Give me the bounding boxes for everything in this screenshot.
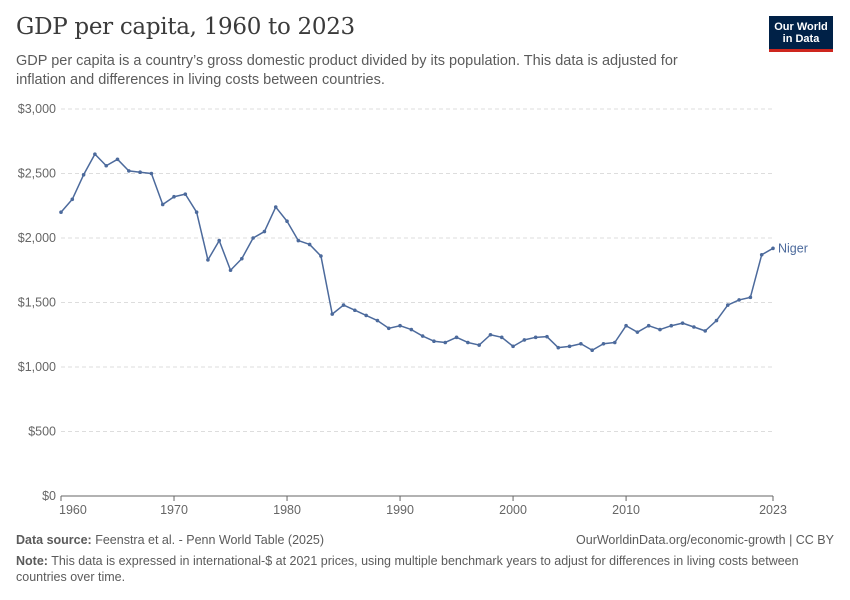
data-point[interactable] xyxy=(567,344,572,349)
data-source: Data source: Feenstra et al. - Penn Worl… xyxy=(16,533,324,547)
chart-note: Note: This data is expressed in internat… xyxy=(16,553,836,585)
y-tick-label: $1,500 xyxy=(18,296,56,310)
data-point[interactable] xyxy=(194,210,199,214)
data-point[interactable] xyxy=(635,330,640,334)
grid-layer xyxy=(61,108,773,432)
data-point[interactable] xyxy=(217,238,222,243)
data-point[interactable] xyxy=(251,236,255,240)
data-point[interactable] xyxy=(262,229,267,234)
y-tick-label: $500 xyxy=(28,425,56,439)
data-point[interactable] xyxy=(545,334,549,339)
data-source-link[interactable]: Feenstra et al. - Penn World Table (2025… xyxy=(95,533,325,547)
data-point[interactable] xyxy=(228,268,233,273)
data-point[interactable] xyxy=(499,335,504,340)
data-point[interactable] xyxy=(70,197,75,202)
data-point[interactable] xyxy=(172,194,176,199)
data-point[interactable] xyxy=(714,318,719,323)
data-point[interactable] xyxy=(771,246,775,251)
data-point[interactable] xyxy=(375,318,380,323)
data-point[interactable] xyxy=(646,323,651,328)
data-point[interactable] xyxy=(511,344,515,349)
data-point[interactable] xyxy=(115,157,120,162)
data-point[interactable] xyxy=(160,202,165,207)
data-point[interactable] xyxy=(477,343,481,347)
data-point[interactable] xyxy=(533,335,538,340)
data-point[interactable] xyxy=(669,323,674,328)
data-point[interactable] xyxy=(409,327,414,332)
data-point[interactable] xyxy=(127,169,131,173)
data-point[interactable] xyxy=(341,303,346,307)
series-label[interactable]: Niger xyxy=(778,241,808,255)
y-tick-label: $3,000 xyxy=(18,102,56,116)
note-text: This data is expressed in international-… xyxy=(16,554,799,584)
chart-title: GDP per capita, 1960 to 2023 xyxy=(16,14,355,40)
data-point[interactable] xyxy=(590,348,594,353)
data-point[interactable] xyxy=(692,325,696,329)
chart-subtitle: GDP per capita is a country’s gross dome… xyxy=(16,53,678,88)
data-point[interactable] xyxy=(488,332,493,337)
data-point[interactable] xyxy=(680,321,685,325)
data-point[interactable] xyxy=(601,341,606,346)
data-point[interactable] xyxy=(330,312,335,316)
source-url[interactable]: OurWorldinData.org/economic-growth | CC … xyxy=(576,533,834,547)
data-point[interactable] xyxy=(364,313,368,318)
series-line-niger[interactable] xyxy=(60,153,774,351)
x-tick-label: 2010 xyxy=(612,503,640,517)
data-point[interactable] xyxy=(353,308,357,313)
data-point[interactable] xyxy=(725,303,730,307)
data-point[interactable] xyxy=(273,205,278,209)
logo-line-1: Our World xyxy=(774,20,828,33)
y-tick-label: $0 xyxy=(42,489,56,503)
data-point[interactable] xyxy=(658,327,662,332)
x-tick-label: 1970 xyxy=(160,503,188,517)
logo-line-2: in Data xyxy=(782,32,820,45)
x-tick-label: 2000 xyxy=(499,503,527,517)
note-label: Note: xyxy=(16,554,48,568)
owid-logo[interactable]: Our World in Data xyxy=(769,16,833,52)
data-point[interactable] xyxy=(443,340,448,345)
x-tick-label: 1960 xyxy=(59,503,87,517)
data-point[interactable] xyxy=(386,326,391,331)
data-point[interactable] xyxy=(612,340,617,345)
line-chart: $0 $500 $1,000 $1,500 $2,000 $2,500 $3,000 1960… xyxy=(18,102,808,517)
y-tick-label: $2,500 xyxy=(18,167,56,181)
axis-layer: $0 $500 $1,000 $1,500 $2,000 $2,500 $3,000 1960… xyxy=(18,102,787,517)
x-tick-label: 2023 xyxy=(759,503,787,517)
data-point[interactable] xyxy=(624,323,628,328)
data-source-label: Data source: xyxy=(16,533,92,547)
y-tick-label: $1,000 xyxy=(18,360,56,374)
data-point[interactable] xyxy=(183,192,188,196)
data-point[interactable] xyxy=(579,341,583,346)
data-point[interactable] xyxy=(454,335,459,340)
data-point[interactable] xyxy=(319,254,323,258)
data-point[interactable] xyxy=(59,210,63,214)
data-point[interactable] xyxy=(420,334,425,338)
data-point[interactable] xyxy=(737,298,741,302)
data-point[interactable] xyxy=(759,252,764,257)
data-point[interactable] xyxy=(206,258,210,262)
data-point[interactable] xyxy=(93,152,97,156)
x-tick-label: 1990 xyxy=(386,503,414,517)
data-point[interactable] xyxy=(104,163,109,168)
data-point[interactable] xyxy=(307,242,312,247)
y-tick-label: $2,000 xyxy=(18,231,56,245)
data-point[interactable] xyxy=(285,219,289,224)
data-point[interactable] xyxy=(138,170,142,175)
data-point[interactable] xyxy=(240,256,244,261)
series-layer: Niger xyxy=(59,152,808,353)
data-point[interactable] xyxy=(556,345,561,350)
data-point[interactable] xyxy=(398,323,402,328)
data-point[interactable] xyxy=(432,339,436,343)
data-point[interactable] xyxy=(522,338,527,342)
data-point[interactable] xyxy=(81,172,86,177)
data-point[interactable] xyxy=(296,238,301,243)
data-point[interactable] xyxy=(149,171,154,176)
data-point[interactable] xyxy=(748,295,753,300)
data-point[interactable] xyxy=(703,329,707,333)
x-tick-label: 1980 xyxy=(273,503,301,517)
data-point[interactable] xyxy=(466,340,470,345)
